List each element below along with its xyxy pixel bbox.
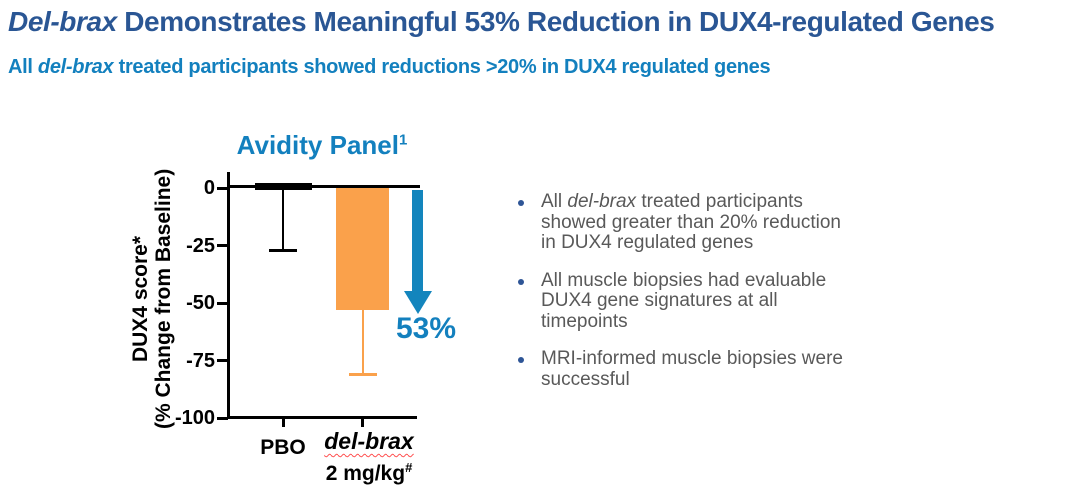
y-tick-mark: [217, 359, 228, 362]
y-tick-label: -25: [186, 234, 215, 257]
bullet-1-text: treated participants showed greater than…: [541, 191, 841, 253]
y-axis-label-line1: DUX4 score*: [129, 235, 152, 363]
chart-title-text: Avidity Panel: [236, 130, 399, 160]
bar-pbo: [254, 182, 312, 190]
x-axis-line: [227, 416, 417, 419]
x-label-dose-footnote-marker: #: [405, 460, 413, 475]
slide-subtitle: All del-brax treated participants showed…: [8, 56, 1008, 79]
list-item: MRI-informed muscle biopsies were succes…: [505, 348, 915, 390]
slide-subtitle-prefix: All: [8, 56, 38, 78]
x-label-pbo: PBO: [260, 436, 306, 459]
key-points-list: All del-brax treated participants showed…: [505, 191, 915, 407]
reduction-percentage-label: 53%: [396, 312, 457, 345]
y-tick-label: -100: [174, 407, 215, 429]
y-tick-mark: [217, 186, 228, 190]
slide-subtitle-drug-name: del-brax: [37, 56, 114, 78]
slide-title: Del-brax Demonstrates Meaningful 53% Red…: [8, 6, 1076, 38]
down-arrow-icon: [412, 190, 423, 292]
slide-title-drug-name: Del-brax: [8, 6, 117, 37]
x-label-delbrax: del-brax: [314, 428, 424, 455]
y-tick-mark: [217, 416, 228, 420]
slide-title-text: Demonstrates Meaningful 53% Reduction in…: [116, 6, 995, 37]
error-bar-cap-pbo: [269, 249, 297, 252]
y-axis-line: [227, 172, 230, 419]
y-tick-label: -75: [186, 349, 215, 372]
x-tick-mark: [281, 419, 285, 427]
chart-title: Avidity Panel1: [182, 130, 462, 161]
bullet-dot-icon: [518, 200, 524, 206]
error-bar-pbo: [282, 188, 284, 251]
bullet-3-text: MRI-informed muscle biopsies were succes…: [541, 348, 843, 390]
slide-subtitle-text: treated participants showed reductions >…: [113, 56, 771, 78]
y-tick-label: -50: [186, 292, 215, 314]
y-tick-label: 0: [203, 177, 215, 199]
bar-delbrax: [336, 188, 389, 310]
bullet-2-text: All muscle biopsies had evaluable DUX4 g…: [541, 269, 827, 332]
chart-title-footnote-marker: 1: [398, 131, 408, 149]
list-item: All muscle biopsies had evaluable DUX4 g…: [505, 269, 915, 333]
list-item: All del-brax treated participants showed…: [505, 191, 915, 254]
error-bar-cap-delbrax: [348, 373, 377, 376]
bullet-1-prefix: All: [541, 191, 568, 212]
x-label-dose: 2 mg/kg#: [314, 460, 424, 486]
down-arrow-head-icon: [404, 291, 432, 314]
x-label-delbrax-text: del-brax: [324, 428, 414, 454]
zero-baseline: [229, 185, 420, 188]
x-tick-mark: [361, 419, 364, 427]
bullet-dot-icon: [518, 357, 524, 363]
x-label-dose-text: 2 mg/kg: [325, 462, 406, 485]
y-tick-mark: [217, 244, 228, 247]
bullet-dot-icon: [518, 278, 524, 285]
bullet-1-drug-name: del-brax: [567, 191, 637, 212]
y-tick-mark: [217, 301, 228, 305]
error-bar-delbrax: [361, 309, 364, 375]
